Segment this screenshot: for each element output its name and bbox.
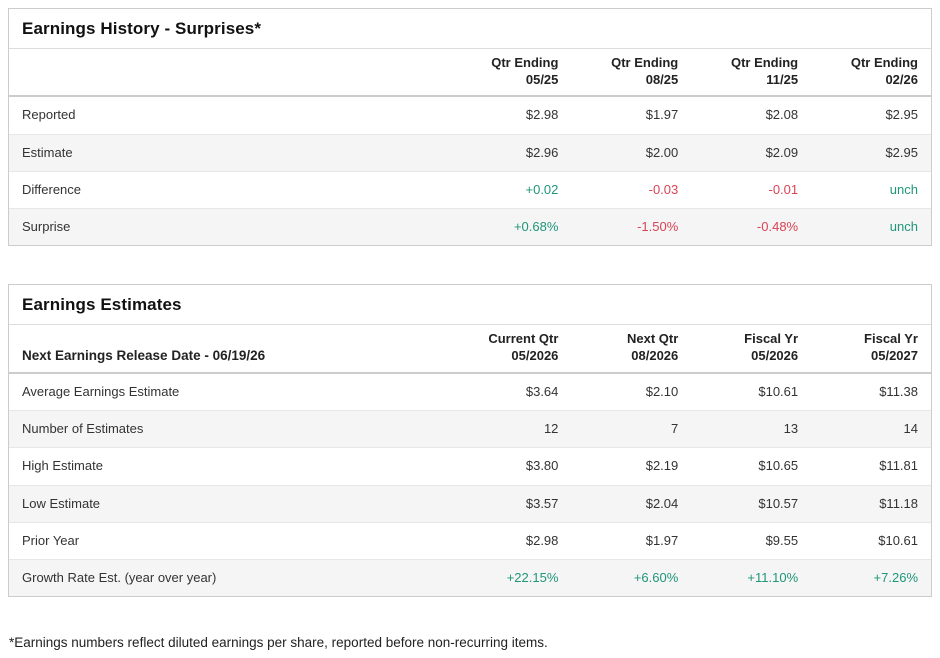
cell-value: $2.00 [571,133,692,172]
row-label: Low Estimate [9,484,452,523]
table-row: Growth Rate Est. (year over year) +22.15%… [9,559,931,597]
earnings-estimates-card: Earnings Estimates Next Earnings Release… [8,284,932,598]
cell-value: -0.01 [691,170,812,209]
cell-value: $3.64 [525,383,559,399]
cell-value: $11.18 [811,484,931,523]
cell-value: unch [811,208,931,246]
column-header: Next Qtr 08/2026 [571,325,692,374]
cell-value: $2.19 [571,447,692,486]
cell-value: $2.98 [451,521,572,560]
table-row: Surprise +0.68% -1.50% -0.48% unch [9,208,931,246]
cell-value: $2.98 [525,107,559,123]
cell-value: $3.80 [451,447,572,486]
cell-value: $2.95 [811,133,931,172]
cell-value: $10.65 [691,447,812,486]
earnings-estimates-title: Earnings Estimates [9,285,931,326]
cell-value: $3.57 [451,484,572,523]
cell-value: +11.10% [691,559,812,597]
row-label: Prior Year [9,521,452,560]
cell-value: $2.95 [885,107,918,123]
column-header: Qtr Ending 05/25 [451,49,572,98]
row-label: Growth Rate Est. (year over year) [9,559,452,597]
row-label: Estimate [9,133,452,172]
column-header: Current Qtr 05/2026 [451,325,572,374]
cell-value: +0.68% [451,208,572,246]
header-row-label: Next Earnings Release Date - 06/19/26 [9,325,452,374]
header-row: Next Earnings Release Date - 06/19/26 Cur… [9,325,931,374]
table-body: Average Earnings Estimate $3.64 $2.10 $10.6… [9,373,931,597]
cell-value: $11.81 [811,447,931,486]
table-row: Reported $2.98 $1.97 $2.08 $2.95 [9,96,931,134]
row-label: Surprise [9,208,452,246]
cell-value: $9.55 [691,521,812,560]
cell-value: unch [811,170,931,209]
row-label: Difference [9,170,452,209]
cell-value: $10.57 [691,484,812,523]
table-row: Prior Year $2.98 $1.97 $9.55 $10.61 [9,521,931,560]
table-header: Qtr Ending 05/25 Qtr Ending 08/25 Qtr Endi… [9,49,931,98]
cell-value: +22.15% [451,559,572,597]
cell-value: 7 [571,409,692,448]
cell-value: $10.61 [758,383,799,399]
column-header: Qtr Ending 11/25 [691,49,812,98]
cell-value: $2.96 [451,133,572,172]
cell-value: $2.10 [645,383,679,399]
row-label: Average Earnings Estimate [22,383,180,399]
row-label: Number of Estimates [9,409,452,448]
cell-value: 12 [451,409,572,448]
column-header: Qtr Ending 08/25 [571,49,692,98]
earnings-estimates-table: Next Earnings Release Date - 06/19/26 Cur… [9,325,931,597]
table-row: High Estimate $3.80 $2.19 $10.65 $11.81 [9,447,931,486]
cell-value: $2.09 [691,133,812,172]
table-row: Low Estimate $3.57 $2.04 $10.57 $11.18 [9,484,931,523]
header-row-label [9,49,452,98]
cell-value: $2.04 [571,484,692,523]
footnote: *Earnings numbers reflect diluted earnin… [9,635,548,651]
cell-value: $1.97 [645,107,679,123]
table-row: Difference +0.02 -0.03 -0.01 unch [9,170,931,209]
cell-value: -1.50% [571,208,692,246]
column-header: Qtr Ending 02/26 [811,49,931,98]
cell-value: +6.60% [571,559,692,597]
cell-value: +7.26% [811,559,931,597]
table-row: Number of Estimates 12 7 13 14 [9,409,931,448]
earnings-history-title: Earnings History - Surprises* [9,9,931,49]
table-header: Next Earnings Release Date - 06/19/26 Cur… [9,325,931,374]
earnings-history-table: Qtr Ending 05/25 Qtr Ending 08/25 Qtr Endi… [9,49,931,246]
header-row: Qtr Ending 05/25 Qtr Ending 08/25 Qtr Endi… [9,49,931,98]
cell-value: $1.97 [571,521,692,560]
cell-value: 13 [691,409,812,448]
cell-value: $10.61 [811,521,931,560]
cell-value: +0.02 [451,170,572,209]
cell-value: 14 [811,409,931,448]
cell-value: $2.08 [765,107,799,123]
cell-value: -0.48% [691,208,812,246]
table-body: Reported $2.98 $1.97 $2.08 $2.95 Estimate $2.9… [9,96,931,246]
row-label: High Estimate [9,447,452,486]
table-row: Estimate $2.96 $2.00 $2.09 $2.95 [9,133,931,172]
column-header: Fiscal Yr 05/2027 [811,325,931,374]
table-row: Average Earnings Estimate $3.64 $2.10 $10.6… [9,373,931,411]
row-label: Reported [22,107,76,123]
earnings-history-card: Earnings History - Surprises* Qtr Ending… [8,8,932,247]
cell-value: $11.38 [879,383,918,399]
cell-value: -0.03 [571,170,692,209]
column-header: Fiscal Yr 05/2026 [691,325,812,374]
